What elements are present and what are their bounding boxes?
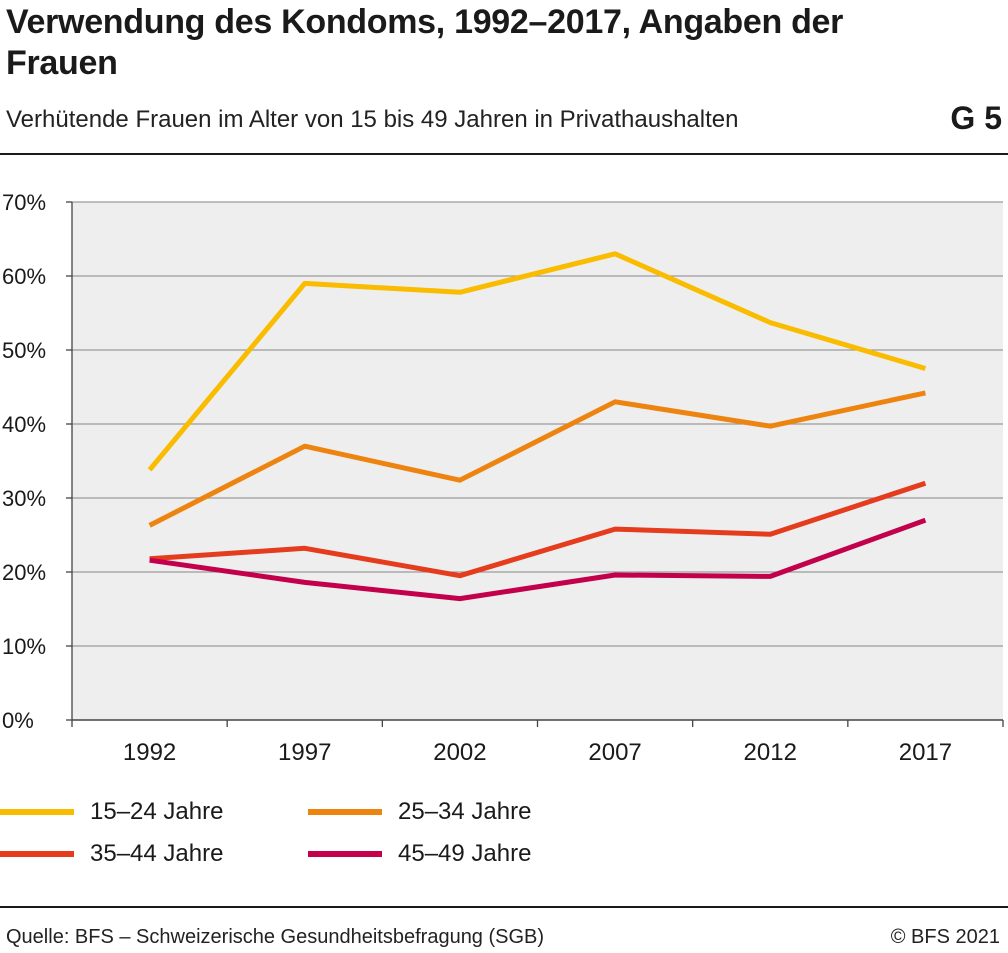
y-tick-label: 60% <box>2 264 46 289</box>
legend-label: 35–44 Jahre <box>90 840 224 867</box>
y-tick-label: 20% <box>2 560 46 585</box>
series-line-2 <box>148 390 926 528</box>
chart-subtitle: Verhütende Frauen im Alter von 15 bis 49… <box>6 106 739 133</box>
legend-swatch <box>308 809 382 815</box>
chart-title: Verwendung des Kondoms, 1992–2017, Angab… <box>6 3 844 82</box>
series-line-4 <box>149 517 927 602</box>
header-divider <box>0 153 1008 155</box>
x-tick-label: 2017 <box>899 739 952 766</box>
y-tick-label: 40% <box>2 412 46 437</box>
y-tick-label: 30% <box>2 486 46 511</box>
x-tick-label: 2007 <box>588 739 641 766</box>
x-tick-label: 2002 <box>433 739 486 766</box>
copyright-note: © BFS 2021 <box>890 926 1000 948</box>
y-tick-label: 50% <box>2 338 46 363</box>
x-axis-ticks: 1992 1997 2002 2007 2012 2017 <box>71 720 1004 766</box>
legend-swatch <box>308 851 382 857</box>
legend: 15–24 Jahre 25–34 Jahre 35–44 Jahre 45–4… <box>0 792 700 882</box>
series-line-1 <box>147 251 927 472</box>
legend-label: 25–34 Jahre <box>398 798 532 825</box>
source-note: Quelle: BFS – Schweizerische Gesundheits… <box>6 926 545 948</box>
y-tick-label: 0% <box>2 708 34 733</box>
y-tick-label: 70% <box>2 190 46 215</box>
line-chart: 0% 10% 20% 30% 40% 50% 60% 70% 1992 1997 2002 2007… <box>2 190 1004 766</box>
series-lines <box>147 251 927 602</box>
chart-number: G 5 <box>950 100 1002 136</box>
x-tick-label: 1997 <box>278 739 331 766</box>
series-line-3 <box>149 480 927 579</box>
legend-swatch <box>0 809 74 815</box>
footer-divider <box>0 906 1008 908</box>
legend-label: 15–24 Jahre <box>90 798 224 825</box>
legend-label: 45–49 Jahre <box>398 840 532 867</box>
x-tick-label: 2012 <box>744 739 797 766</box>
legend-swatch <box>0 851 74 857</box>
plot-area <box>72 202 1003 720</box>
x-tick-label: 1992 <box>123 739 176 766</box>
y-tick-label: 10% <box>2 634 46 659</box>
